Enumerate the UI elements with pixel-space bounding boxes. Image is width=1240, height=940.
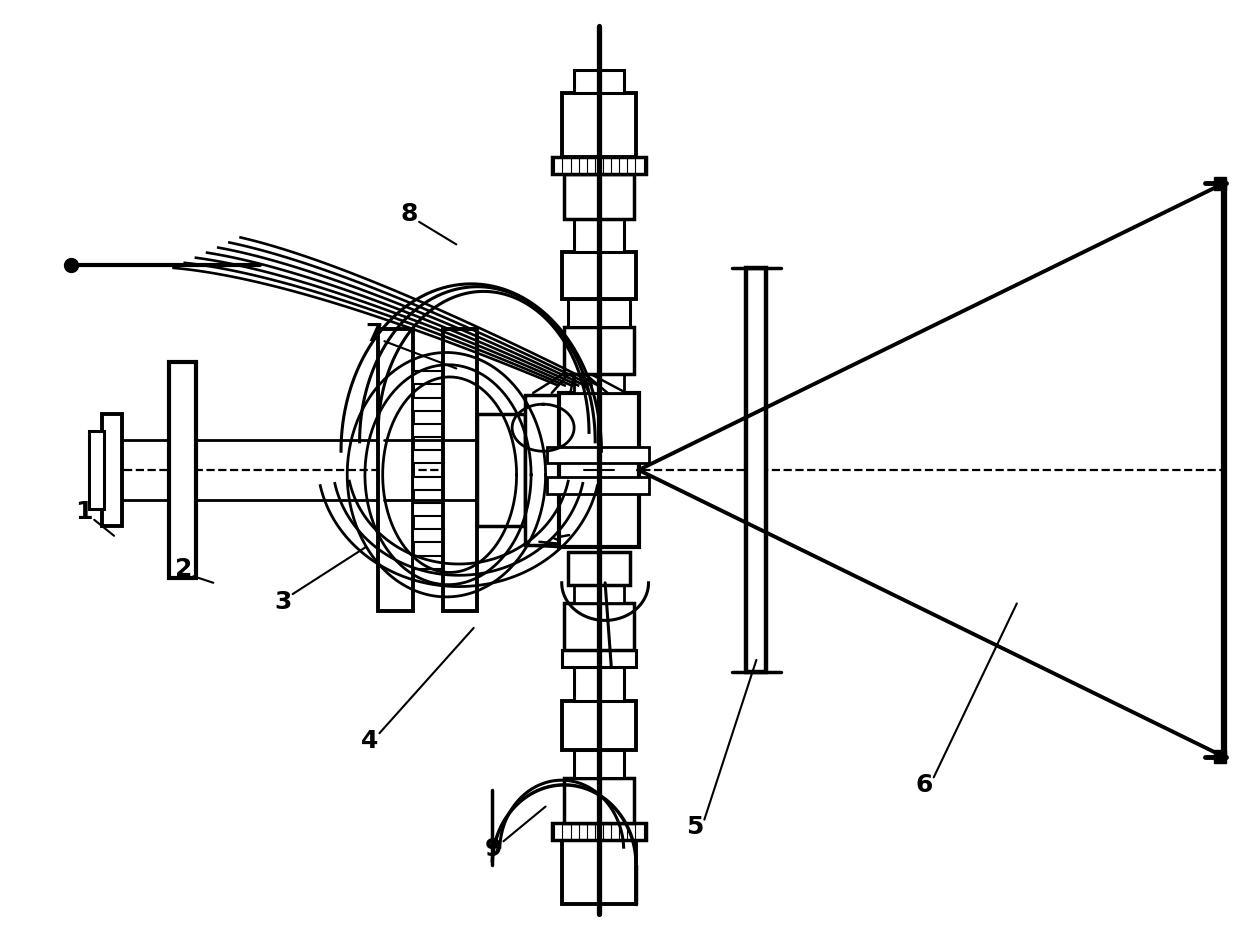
Bar	[559, 393, 639, 547]
Bar	[562, 840, 636, 904]
Bar	[562, 650, 636, 667]
Bar	[413, 398, 443, 411]
Bar	[413, 503, 443, 516]
Bar	[413, 529, 443, 542]
Bar	[477, 414, 525, 526]
Bar	[574, 374, 624, 393]
Text: 4: 4	[361, 728, 378, 753]
Bar	[562, 93, 636, 157]
Bar	[413, 371, 443, 384]
Bar	[547, 477, 649, 494]
Text: 7: 7	[366, 321, 383, 346]
Text: 3: 3	[274, 589, 291, 614]
Bar	[102, 414, 122, 526]
Bar	[413, 477, 443, 490]
Text: 9: 9	[485, 837, 502, 861]
Bar	[574, 70, 624, 93]
Bar	[564, 174, 634, 219]
Bar	[547, 446, 649, 463]
Bar	[746, 268, 766, 672]
Bar	[169, 362, 196, 578]
Bar	[574, 219, 624, 252]
Bar	[574, 750, 624, 778]
Text: 6: 6	[915, 773, 932, 797]
Bar	[562, 701, 636, 750]
Bar	[525, 395, 587, 545]
Bar	[568, 552, 630, 585]
Bar	[564, 778, 634, 823]
Text: 8: 8	[401, 202, 418, 227]
Bar	[568, 299, 630, 327]
Bar	[552, 823, 646, 840]
Text: 5: 5	[686, 815, 703, 839]
Bar	[564, 327, 634, 374]
Text: 1: 1	[76, 500, 93, 525]
Bar	[89, 431, 104, 509]
Bar	[413, 556, 443, 569]
Bar	[562, 252, 636, 299]
Bar	[413, 450, 443, 463]
Bar	[552, 157, 646, 174]
Bar	[574, 667, 624, 701]
Bar	[378, 329, 413, 611]
Bar	[1214, 177, 1226, 190]
Bar	[1214, 750, 1226, 763]
Bar	[413, 424, 443, 437]
Bar	[564, 603, 634, 650]
Text: 2: 2	[175, 556, 192, 581]
Bar	[443, 329, 477, 611]
Bar	[574, 585, 624, 603]
